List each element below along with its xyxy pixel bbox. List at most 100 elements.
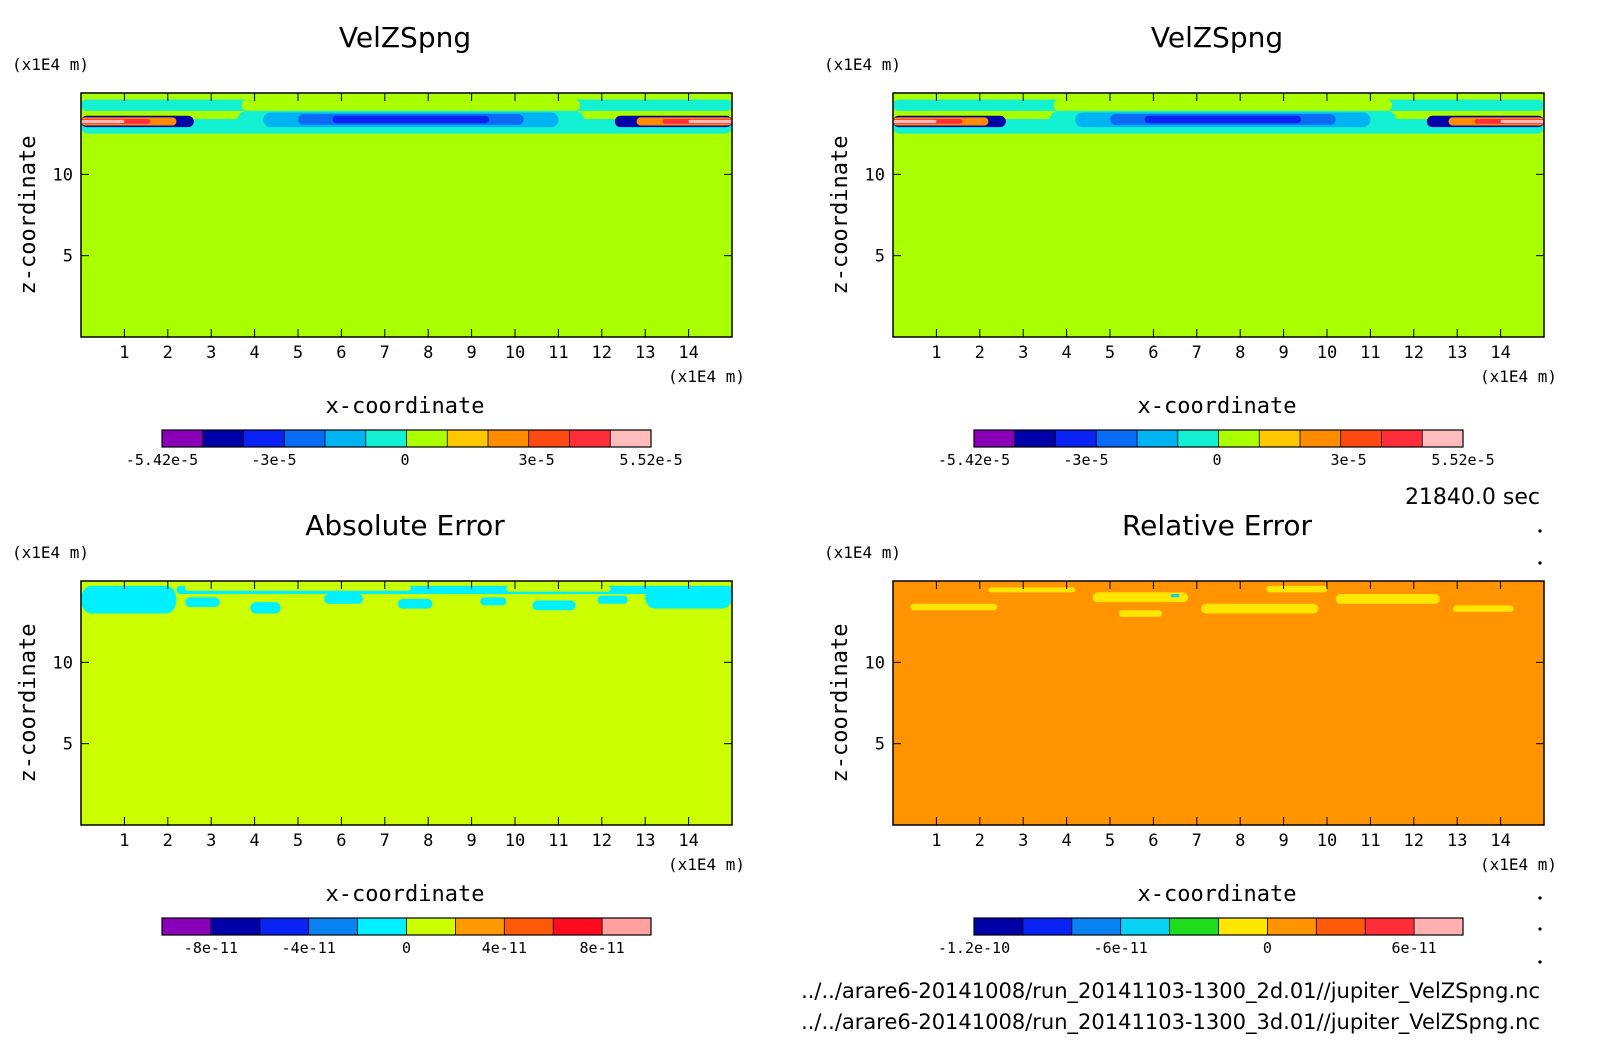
- contour-region: [1170, 594, 1180, 598]
- colorbar-label: -5.42e-5: [938, 451, 1010, 469]
- colorbar-segment: [1267, 918, 1317, 935]
- colorbar-segment: [162, 430, 204, 447]
- x-tick-label: 10: [1317, 831, 1337, 851]
- x-tick-label: 3: [206, 343, 216, 363]
- colorbar-segment: [1055, 430, 1097, 447]
- colorbar-segment: [357, 918, 407, 935]
- file-path-2: ../../arare6-20141008/run_20141103-1300_…: [801, 1010, 1540, 1035]
- colorbar-segment: [974, 918, 1024, 935]
- x-tick-label: 11: [1360, 831, 1380, 851]
- contour-region: [81, 585, 177, 614]
- colorbar-segment: [325, 430, 367, 447]
- x-tick-label: 5: [293, 343, 303, 363]
- contour-regions: [893, 99, 1544, 134]
- y-axis-label: z-coordinate: [16, 624, 41, 783]
- x-tick-label: 5: [1105, 831, 1115, 851]
- stray-dot: [1538, 529, 1542, 533]
- x-tick-label: 7: [380, 343, 390, 363]
- colorbar-segment: [1014, 430, 1056, 447]
- colorbar-label: -6e-11: [1094, 939, 1148, 957]
- x-tick-label: 13: [635, 343, 655, 363]
- colorbar-segment: [1259, 430, 1301, 447]
- contour-region: [1144, 115, 1301, 124]
- x-axis-unit: (x1E4 m): [1480, 855, 1557, 874]
- colorbar-segment: [1365, 918, 1415, 935]
- colorbar-segment: [1096, 430, 1138, 447]
- colorbar-label: -8e-11: [184, 939, 238, 957]
- x-tick-label: 3: [1018, 343, 1028, 363]
- stray-dot: [1538, 561, 1542, 565]
- colorbar-segment: [528, 430, 570, 447]
- x-tick-label: 6: [1148, 343, 1158, 363]
- y-tick-label: 5: [63, 735, 73, 755]
- x-tick-label: 1: [119, 343, 129, 363]
- contour-region: [1266, 585, 1327, 593]
- colorbar-label: -4e-11: [282, 939, 336, 957]
- colorbar-segment: [1218, 430, 1260, 447]
- colorbar-segment: [1177, 430, 1219, 447]
- contour-region: [185, 597, 220, 608]
- contour-region: [1053, 99, 1393, 111]
- colorbar-segment: [1120, 918, 1171, 935]
- x-tick-label: 12: [592, 343, 612, 363]
- contour-region: [397, 598, 433, 609]
- colorbar-label: -3e-5: [1063, 451, 1108, 469]
- y-tick-label: 10: [53, 165, 73, 185]
- contour-region: [1118, 610, 1163, 617]
- x-tick-label: 5: [293, 831, 303, 851]
- x-tick-label: 7: [1192, 343, 1202, 363]
- x-tick-label: 3: [1018, 831, 1028, 851]
- stray-dot: [1538, 896, 1542, 900]
- stray-dots: [1538, 529, 1542, 964]
- colorbar-segment: [1340, 430, 1382, 447]
- colorbar-label: -5.42e-5: [126, 451, 198, 469]
- colorbar-segment: [1169, 918, 1219, 935]
- plot-title: VelZSpng: [339, 21, 471, 54]
- contour-region: [910, 603, 998, 611]
- x-tick-label: 2: [975, 343, 985, 363]
- colorbar-frame: [973, 917, 1464, 936]
- colorbar-segment: [1137, 430, 1179, 447]
- x-tick-label: 11: [1360, 343, 1380, 363]
- colorbar-segment: [1381, 430, 1423, 447]
- colorbar-label: 3e-5: [519, 451, 555, 469]
- x-tick-label: 13: [1447, 831, 1467, 851]
- x-tick-label: 2: [163, 343, 173, 363]
- colorbar-label: 0: [401, 451, 410, 469]
- x-tick-label: 4: [1061, 831, 1071, 851]
- plot-title: Relative Error: [1122, 509, 1313, 542]
- y-axis-label: z-coordinate: [828, 624, 853, 783]
- x-tick-label: 9: [466, 343, 476, 363]
- y-axis-unit: (x1E4 m): [12, 55, 89, 74]
- colorbar-segment: [1071, 918, 1122, 935]
- y-axis-unit: (x1E4 m): [824, 543, 901, 562]
- x-tick-label: 10: [505, 831, 525, 851]
- colorbar-label: 6e-11: [1392, 939, 1437, 957]
- colorbar-label: 5.52e-5: [619, 451, 682, 469]
- plot-frame: [80, 92, 733, 338]
- colorbar-segment: [406, 430, 448, 447]
- colorbar-segment: [488, 430, 530, 447]
- colorbar-segment: [259, 918, 310, 935]
- plot-title: VelZSpng: [1151, 21, 1283, 54]
- colorbar-segment: [162, 918, 212, 935]
- file-path-1: ../../arare6-20141008/run_20141103-1300_…: [801, 979, 1540, 1004]
- x-tick-label: 14: [678, 831, 698, 851]
- time-label: 21840.0 sec: [1405, 485, 1540, 510]
- contour-region: [250, 602, 281, 614]
- x-axis-label: x-coordinate: [1138, 394, 1297, 419]
- x-axis-unit: (x1E4 m): [668, 367, 745, 386]
- colorbar-segment: [1316, 918, 1366, 935]
- y-tick-label: 5: [875, 735, 885, 755]
- colorbar-label: 0: [1213, 451, 1222, 469]
- x-tick-label: 13: [635, 831, 655, 851]
- y-tick-label: 5: [63, 247, 73, 267]
- x-axis-label: x-coordinate: [326, 882, 485, 907]
- panel-velzspng-2d: VelZSpng(x1E4 m)1 2 3 4 5 6 7 8 9 10 11 12 13 14510(x…: [12, 21, 745, 469]
- plot-frame: [892, 580, 1545, 826]
- x-tick-label: 1: [931, 343, 941, 363]
- colorbar-label: 4e-11: [482, 939, 527, 957]
- x-tick-label: 8: [423, 831, 433, 851]
- x-tick-label: 10: [505, 343, 525, 363]
- contour-region: [597, 595, 628, 604]
